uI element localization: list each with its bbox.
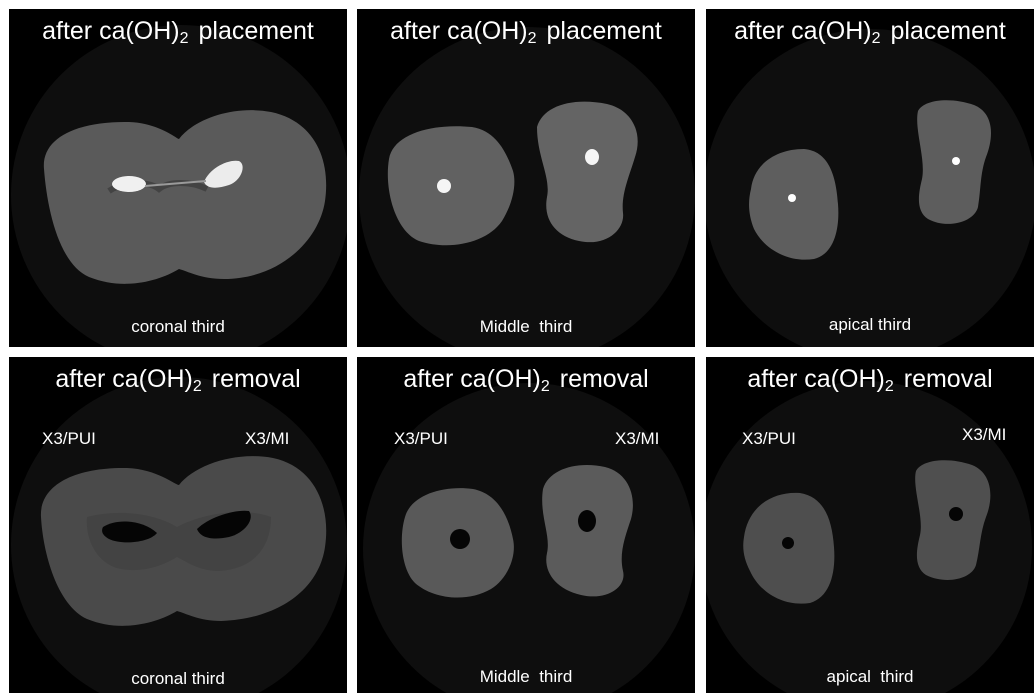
ct-panel-coronal-removal: after ca(OH)2 removal X3/PUI X3/MI corona… bbox=[9, 357, 347, 693]
group-label-left: X3/PUI bbox=[394, 429, 448, 449]
ct-scan-image bbox=[706, 9, 1034, 347]
panel-title: after ca(OH)2 placement bbox=[9, 17, 347, 48]
panel-title: after ca(OH)2 removal bbox=[9, 365, 347, 396]
panel-caption: apical third bbox=[706, 315, 1034, 335]
panel-title: after ca(OH)2 removal bbox=[706, 365, 1034, 396]
root-cross-section bbox=[44, 110, 326, 284]
group-label-right: X3/MI bbox=[615, 429, 659, 449]
panel-caption: apical third bbox=[706, 667, 1034, 687]
panel-title: after ca(OH)2 placement bbox=[706, 17, 1034, 48]
ct-panel-apical-removal: after ca(OH)2 removal X3/PUI X3/MI apical… bbox=[706, 357, 1034, 693]
filled-canal bbox=[437, 179, 451, 193]
filled-canal bbox=[952, 157, 960, 165]
filled-canal bbox=[112, 176, 146, 192]
ct-scan-image bbox=[9, 9, 347, 347]
panel-title: after ca(OH)2 placement bbox=[357, 17, 695, 48]
empty-canal bbox=[578, 510, 596, 532]
empty-canal bbox=[782, 537, 794, 549]
panel-caption: coronal third bbox=[9, 669, 347, 689]
ct-panel-middle-placement: after ca(OH)2 placement Middle third bbox=[357, 9, 695, 347]
ct-scan-image bbox=[706, 357, 1034, 693]
ct-scan-image bbox=[357, 9, 695, 347]
filled-canal bbox=[585, 149, 599, 165]
panel-caption: Middle third bbox=[357, 317, 695, 337]
ct-panel-coronal-placement: after ca(OH)2 placement coronal third bbox=[9, 9, 347, 347]
panel-caption: coronal third bbox=[9, 317, 347, 337]
group-label-left: X3/PUI bbox=[742, 429, 796, 449]
ct-panel-apical-placement: after ca(OH)2 placement apical third bbox=[706, 9, 1034, 347]
empty-canal bbox=[949, 507, 963, 521]
empty-canal bbox=[450, 529, 470, 549]
root-cross-section bbox=[388, 126, 515, 245]
panel-caption: Middle third bbox=[357, 667, 695, 687]
group-label-right: X3/MI bbox=[245, 429, 289, 449]
filled-canal bbox=[788, 194, 796, 202]
panel-title: after ca(OH)2 removal bbox=[357, 365, 695, 396]
group-label-left: X3/PUI bbox=[42, 429, 96, 449]
ct-scan-image bbox=[9, 357, 347, 693]
group-label-right: X3/MI bbox=[962, 425, 1006, 445]
ct-scan-image bbox=[357, 357, 695, 693]
ct-panel-middle-removal: after ca(OH)2 removal X3/PUI X3/MI Middle… bbox=[357, 357, 695, 693]
